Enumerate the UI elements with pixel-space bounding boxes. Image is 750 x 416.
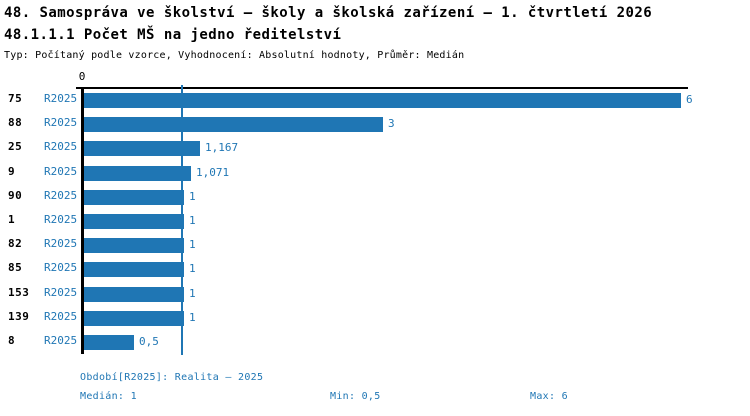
value-label: 1 [189, 287, 196, 300]
series-label: R2025 [44, 334, 78, 347]
bar [84, 335, 134, 350]
category-label: 139 [8, 310, 30, 323]
stat-median: Medián: 1 [80, 391, 137, 402]
bar [84, 93, 681, 108]
bar-row: 139 R2025 1 [0, 307, 750, 331]
stat-min: Min: 0,5 [330, 391, 381, 402]
bar-row: 1 R2025 1 [0, 210, 750, 234]
bar [84, 238, 184, 253]
value-label: 1,167 [205, 141, 239, 154]
bar-row: 153 R2025 1 [0, 283, 750, 307]
bar [84, 311, 184, 326]
series-label: R2025 [44, 116, 78, 129]
category-label: 82 [8, 237, 23, 250]
category-label: 90 [8, 189, 23, 202]
series-label: R2025 [44, 140, 78, 153]
bar-row: 90 R2025 1 [0, 186, 750, 210]
series-label: R2025 [44, 92, 78, 105]
bar [84, 190, 184, 205]
report-title: 48. Samospráva ve školství – školy a ško… [4, 5, 653, 21]
series-label: R2025 [44, 286, 78, 299]
value-label: 6 [686, 93, 693, 106]
bar-row: 25 R2025 1,167 [0, 137, 750, 161]
series-label: R2025 [44, 213, 78, 226]
bar [84, 287, 184, 302]
stat-max: Max: 6 [530, 391, 568, 402]
bar-row: 75 R2025 6 [0, 89, 750, 113]
series-label: R2025 [44, 237, 78, 250]
series-label: R2025 [44, 189, 78, 202]
bar [84, 166, 191, 181]
category-label: 85 [8, 261, 23, 274]
bar-row: 82 R2025 1 [0, 234, 750, 258]
category-label: 25 [8, 140, 23, 153]
value-label: 1 [189, 311, 196, 324]
series-label: R2025 [44, 165, 78, 178]
value-label: 1,071 [196, 166, 230, 179]
value-label: 1 [189, 262, 196, 275]
x-axis-line [76, 87, 688, 89]
category-label: 153 [8, 286, 30, 299]
bar-rows: 75 R2025 6 88 R2025 3 25 R2025 1,167 9 R… [0, 89, 750, 357]
category-label: 1 [8, 213, 16, 226]
series-label: R2025 [44, 261, 78, 274]
bar [84, 262, 184, 277]
category-label: 75 [8, 92, 23, 105]
bar-row: 8 R2025 0,5 [0, 331, 750, 355]
bar-row: 9 R2025 1,071 [0, 162, 750, 186]
y-axis-line [81, 87, 84, 354]
legend-period: Období[R2025]: Realita – 2025 [80, 372, 264, 383]
value-label: 1 [189, 190, 196, 203]
series-label: R2025 [44, 310, 78, 323]
axis-zero-label: 0 [78, 70, 86, 83]
category-label: 8 [8, 334, 16, 347]
bar [84, 117, 383, 132]
report-meta-line: Typ: Počítaný podle vzorce, Vyhodnocení:… [4, 50, 465, 61]
bar-row: 85 R2025 1 [0, 258, 750, 282]
report-subtitle: 48.1.1.1 Počet MŠ na jedno ředitelství [4, 27, 342, 43]
bar [84, 214, 184, 229]
category-label: 9 [8, 165, 16, 178]
value-label: 0,5 [139, 335, 159, 348]
value-label: 3 [388, 117, 395, 130]
bar-row: 88 R2025 3 [0, 113, 750, 137]
value-label: 1 [189, 214, 196, 227]
bar [84, 141, 200, 156]
value-label: 1 [189, 238, 196, 251]
category-label: 88 [8, 116, 23, 129]
